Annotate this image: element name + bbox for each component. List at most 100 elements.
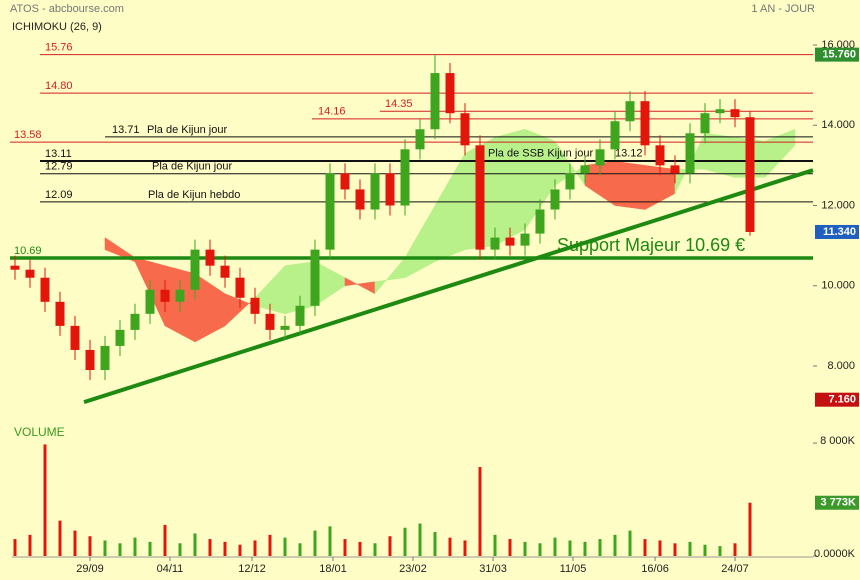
volume-bar xyxy=(253,540,257,556)
candle-body xyxy=(340,173,350,190)
level-label: 10.69 xyxy=(14,245,42,257)
level-label: 14.16 xyxy=(318,106,346,118)
x-tick-label: 11/05 xyxy=(560,563,587,575)
cloud-segment xyxy=(404,204,436,279)
volume-bar xyxy=(673,543,677,556)
candle-body xyxy=(490,237,500,250)
volume-bar xyxy=(358,541,362,556)
level-label: 12.09 xyxy=(45,189,73,201)
cloud-segment xyxy=(764,128,796,179)
level-label: 12.79 xyxy=(45,161,73,173)
x-tick-label: 23/02 xyxy=(399,563,427,575)
candle-body xyxy=(130,313,140,330)
candle-body xyxy=(430,73,440,130)
volume-bar xyxy=(283,537,287,556)
candle-body xyxy=(745,117,755,232)
x-tick-label: 24/07 xyxy=(721,563,749,575)
candle-body xyxy=(25,269,35,278)
level-label: 13.58 xyxy=(14,129,42,141)
candle-body xyxy=(670,165,680,174)
candle-body xyxy=(700,113,710,134)
volume-bar xyxy=(463,540,467,556)
candle-body xyxy=(190,249,200,290)
cloud-segment xyxy=(344,277,376,295)
x-tick-label: 18/01 xyxy=(319,563,347,575)
level-label: 14.80 xyxy=(45,80,73,92)
x-tick-label: 16/06 xyxy=(641,563,669,575)
volume-bar xyxy=(193,533,197,556)
candle-body xyxy=(145,289,155,314)
candle-body xyxy=(460,113,470,146)
y-tick-label: 10.000 xyxy=(821,280,855,292)
volume-bar xyxy=(43,444,47,556)
level-label: 14.35 xyxy=(385,98,413,110)
y-tick-label: 8.000 xyxy=(827,360,855,372)
candle-body xyxy=(100,345,110,371)
candle-body xyxy=(715,109,725,114)
volume-bar xyxy=(178,543,182,556)
candle-body xyxy=(310,249,320,306)
volume-title: VOLUME xyxy=(14,425,65,439)
volume-bar xyxy=(403,527,407,556)
volume-bar xyxy=(58,520,62,556)
candle-body xyxy=(55,301,65,326)
candle-body xyxy=(640,101,650,146)
volume-bar xyxy=(73,530,77,556)
candle-body xyxy=(235,277,245,298)
volume-bar xyxy=(628,530,632,556)
x-tick-label: 04/11 xyxy=(157,563,184,575)
value-badge-label: 15.760 xyxy=(822,49,856,61)
candle-body xyxy=(10,265,20,270)
volume-bar xyxy=(163,524,167,556)
volume-bar xyxy=(88,536,92,556)
candle-body xyxy=(160,289,170,302)
value-badge xyxy=(815,47,859,62)
level-note: Pla de Kijun hebdo xyxy=(148,189,240,201)
volume-bar xyxy=(373,543,377,556)
candle-body xyxy=(520,233,530,246)
candle-body xyxy=(355,189,365,210)
volume-bar xyxy=(688,541,692,556)
level-label: 13.71 xyxy=(112,124,140,136)
candle-body xyxy=(385,173,395,206)
candle-body xyxy=(565,173,575,190)
candle-body xyxy=(445,73,455,114)
cloud-segment xyxy=(704,132,736,178)
volume-bar xyxy=(598,539,602,556)
volume-bar xyxy=(703,544,707,556)
value-badge-label: 3 773K xyxy=(821,497,857,509)
value-badge xyxy=(815,495,859,510)
volume-bar xyxy=(298,543,302,556)
value-badge-label: 7.160 xyxy=(828,394,856,406)
level-note: Pla de Kijun jour xyxy=(152,161,232,173)
level-note: Pla de SSB Kijun jour xyxy=(488,147,594,159)
volume-bar xyxy=(718,546,722,556)
candle-body xyxy=(505,237,515,246)
cloud-segment xyxy=(374,256,406,295)
volume-bar xyxy=(433,532,437,556)
candle-body xyxy=(625,101,635,122)
candle-body xyxy=(325,173,335,250)
volume-bar xyxy=(223,541,227,556)
volume-tick-label: 0.0000K xyxy=(814,548,856,560)
y-tick-label: 14.000 xyxy=(821,119,855,131)
volume-bar xyxy=(418,523,422,556)
volume-bar xyxy=(13,539,17,556)
level-label: 13.11 xyxy=(45,148,72,160)
candle-body xyxy=(595,149,605,166)
candle-body xyxy=(250,297,260,314)
indicator: ICHIMOKU (26, 9) xyxy=(12,21,102,33)
volume-bar xyxy=(568,540,572,556)
volume-tick-label: 8 000K xyxy=(820,435,856,447)
candle-body xyxy=(265,313,275,330)
x-tick-label: 12/12 xyxy=(238,563,266,575)
value-badge-label: 11.340 xyxy=(823,226,856,238)
volume-bar xyxy=(328,526,332,556)
value-badge xyxy=(815,392,859,407)
candle-body xyxy=(685,133,695,174)
candle-body xyxy=(295,305,305,326)
volume-bar xyxy=(553,537,557,556)
candle-body xyxy=(580,165,590,174)
volume-bar xyxy=(583,541,587,556)
